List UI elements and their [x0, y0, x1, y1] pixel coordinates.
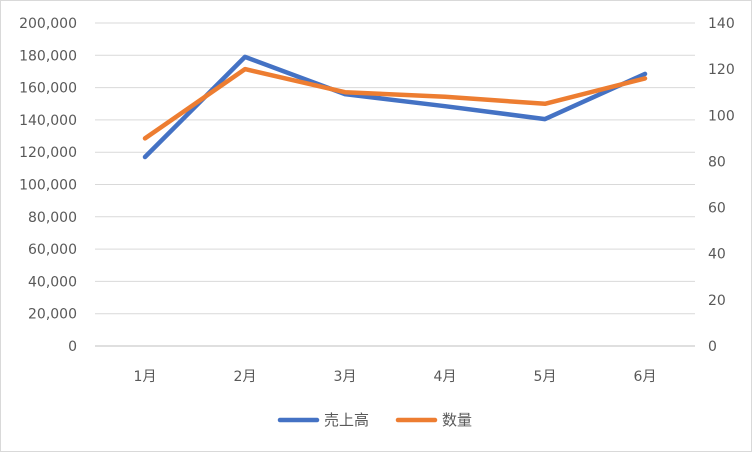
x-axis-ticks: 1月 2月 3月 4月 5月 6月	[134, 369, 657, 385]
x-tick-label: 4月	[434, 369, 457, 385]
x-tick-label: 6月	[634, 369, 657, 385]
right-y-tick-label: 120	[708, 62, 735, 78]
legend-label: 数量	[442, 411, 472, 429]
left-y-tick-label: 180,000	[19, 48, 77, 64]
left-y-axis-ticks: 0 20,000 40,000 60,000 80,000 100,000 120,000 1…	[19, 16, 77, 355]
right-y-tick-label: 80	[708, 154, 726, 170]
legend-label: 売上高	[324, 411, 369, 429]
left-y-tick-label: 0	[68, 339, 77, 355]
series-line-1	[142, 54, 648, 160]
left-y-tick-label: 160,000	[19, 81, 77, 97]
x-tick-label: 3月	[334, 369, 357, 385]
left-y-tick-label: 80,000	[28, 210, 77, 226]
x-tick-label: 5月	[534, 369, 557, 385]
left-y-tick-label: 140,000	[19, 113, 77, 129]
right-y-tick-label: 0	[708, 339, 717, 355]
left-y-tick-label: 40,000	[28, 274, 77, 290]
x-tick-label: 1月	[134, 369, 157, 385]
series-line-2	[142, 66, 648, 141]
left-y-tick-label: 60,000	[28, 242, 77, 258]
right-y-tick-label: 100	[708, 108, 735, 124]
legend: 売上高 数量	[277, 411, 472, 429]
left-y-tick-label: 120,000	[19, 145, 77, 161]
gridlines	[95, 22, 695, 347]
left-y-tick-label: 100,000	[19, 178, 77, 194]
series-lines	[142, 54, 648, 160]
right-y-axis-ticks: 0 20 40 60 80 100 120 140	[708, 16, 735, 355]
right-y-tick-label: 60	[708, 201, 726, 217]
left-y-tick-label: 200,000	[19, 16, 77, 32]
right-y-tick-label: 140	[708, 16, 735, 32]
right-y-tick-label: 20	[708, 293, 726, 309]
left-y-tick-label: 20,000	[28, 307, 77, 323]
x-tick-label: 2月	[234, 369, 257, 385]
right-y-tick-label: 40	[708, 247, 726, 263]
